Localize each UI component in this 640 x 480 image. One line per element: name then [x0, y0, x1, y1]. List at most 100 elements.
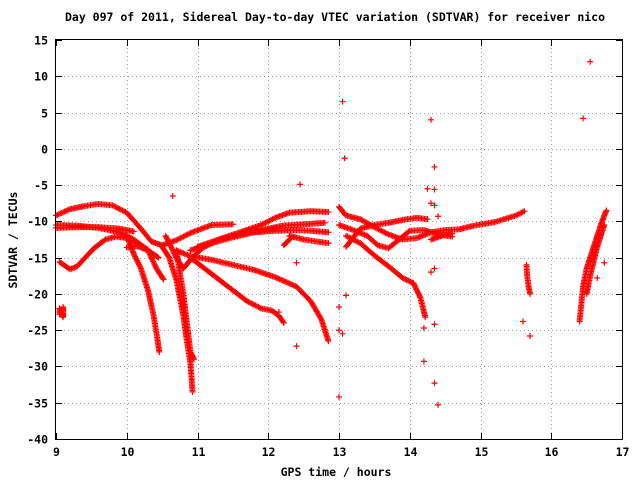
x-tick-label: 16 — [545, 445, 559, 459]
axis-ticks — [56, 40, 623, 440]
data-point-marker — [166, 241, 173, 248]
data-point-marker — [431, 321, 438, 328]
data-point-marker — [148, 255, 155, 262]
data-point-marker — [155, 254, 162, 261]
data-point-marker — [403, 276, 410, 283]
data-point-marker — [136, 262, 143, 269]
data-point-marker — [137, 264, 144, 271]
data-point-marker — [325, 338, 332, 345]
data-point-marker — [146, 250, 153, 257]
data-point-marker — [130, 251, 137, 258]
data-point-marker — [130, 228, 137, 235]
data-point-marker — [519, 318, 526, 325]
y-tick-label: 5 — [41, 107, 48, 121]
data-point-marker — [159, 275, 166, 282]
data-point-marker — [189, 388, 196, 395]
data-point-marker — [169, 192, 176, 199]
data-point-marker — [343, 292, 350, 299]
data-point-marker — [169, 246, 176, 253]
grid-lines — [56, 40, 622, 439]
data-point-marker — [427, 116, 434, 123]
y-tick-label: -15 — [27, 252, 48, 266]
data-point-marker — [336, 327, 342, 334]
data-point-marker — [412, 285, 419, 292]
chart-title: Day 097 of 2011, Sidereal Day-to-day VTE… — [65, 10, 605, 24]
data-point-marker — [420, 358, 427, 365]
data-point-marker — [325, 208, 332, 215]
data-point-marker — [135, 261, 142, 268]
data-point-marker — [162, 232, 169, 239]
y-tick-label: 0 — [41, 143, 48, 157]
y-tick-label: -30 — [27, 360, 48, 374]
data-point-marker — [336, 303, 342, 310]
data-point-marker — [280, 319, 287, 326]
data-point-marker — [416, 291, 423, 298]
data-point-marker — [405, 228, 412, 235]
data-point-marker — [171, 251, 178, 258]
data-point-marker — [152, 262, 159, 269]
data-point-marker — [146, 251, 153, 258]
data-point-marker — [601, 221, 608, 228]
data-point-marker — [521, 208, 528, 215]
data-point-marker — [275, 309, 282, 316]
data-point-marker — [406, 278, 413, 285]
data-point-marker — [293, 343, 300, 350]
data-point-marker — [297, 181, 304, 188]
data-point-marker — [424, 185, 431, 192]
x-axis-label: GPS time / hours — [281, 465, 392, 479]
data-point-marker — [156, 348, 163, 355]
plot-frame — [55, 39, 623, 440]
data-point-marker — [325, 240, 332, 247]
data-points — [53, 58, 610, 408]
data-point-marker — [414, 287, 421, 294]
data-point-marker — [414, 289, 421, 296]
data-point-marker — [527, 332, 534, 339]
data-point-marker — [427, 200, 434, 207]
data-point-marker — [410, 281, 417, 288]
y-tick-labels: 15 10 5 0 -5 -10 -15 -20 -25 -30 -35 -40 — [27, 34, 48, 447]
data-point-marker — [325, 229, 332, 236]
data-point-marker — [132, 253, 139, 260]
data-point-marker — [603, 207, 610, 214]
data-point-marker — [165, 239, 172, 246]
data-point-marker — [135, 260, 142, 267]
data-point-marker — [431, 265, 438, 272]
data-point-marker — [404, 277, 411, 284]
data-point-marker — [339, 98, 346, 105]
data-point-marker — [144, 247, 151, 254]
x-tick-label: 15 — [475, 445, 489, 459]
data-point-marker — [190, 356, 197, 363]
data-point-marker — [422, 314, 429, 321]
data-point-marker — [416, 293, 423, 300]
data-point-marker — [131, 252, 138, 259]
data-point-marker — [287, 235, 294, 242]
data-point-marker — [401, 275, 408, 282]
y-tick-label: -25 — [27, 324, 48, 338]
data-point-marker — [150, 259, 157, 266]
data-point-marker — [149, 257, 156, 264]
data-point-marker — [321, 219, 328, 226]
y-tick-label: -5 — [34, 179, 48, 193]
x-tick-label: 11 — [192, 445, 206, 459]
x-tick-label: 10 — [121, 445, 135, 459]
x-tick-label: 13 — [333, 445, 347, 459]
data-point-marker — [132, 254, 139, 261]
y-tick-label: 15 — [34, 34, 48, 48]
data-point-marker — [415, 290, 422, 297]
y-tick-label: -40 — [27, 433, 48, 447]
data-point-marker — [317, 315, 324, 322]
data-point-marker — [413, 286, 420, 293]
data-point-marker — [594, 274, 601, 281]
data-point-marker — [402, 276, 409, 283]
data-point-marker — [147, 252, 154, 259]
data-point-marker — [148, 254, 155, 261]
data-point-marker — [293, 259, 300, 266]
data-point-marker — [431, 163, 438, 170]
data-point-marker — [287, 235, 294, 242]
data-point-marker — [167, 243, 174, 250]
data-point-marker — [580, 115, 587, 122]
data-point-marker — [150, 258, 157, 265]
y-tick-label: -35 — [27, 397, 48, 411]
data-point-marker — [412, 283, 419, 290]
